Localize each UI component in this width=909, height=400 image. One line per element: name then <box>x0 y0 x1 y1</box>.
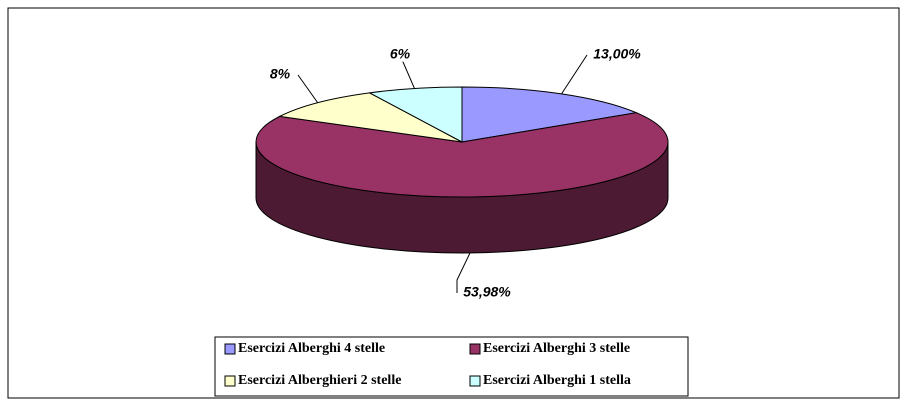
data-label: 53,98% <box>463 284 511 300</box>
label-bg <box>592 45 643 62</box>
legend-label: Esercizi Alberghi 1 stella <box>483 373 631 388</box>
legend-swatch <box>224 375 236 387</box>
leader-line <box>456 252 471 293</box>
legend-label: Esercizi Alberghi 3 stelle <box>483 341 630 356</box>
data-label: 6% <box>390 46 411 62</box>
legend-swatch <box>469 343 481 355</box>
data-label: 8% <box>270 66 291 82</box>
legend-swatch <box>224 343 236 355</box>
legend-label: Esercizi Alberghi 4 stelle <box>238 341 385 356</box>
legend-label: Esercizi Alberghieri 2 stelle <box>238 373 401 388</box>
slice <box>278 92 463 143</box>
data-label: 13,00% <box>593 46 641 62</box>
label-bg <box>388 45 412 62</box>
leader-line <box>561 54 588 95</box>
leader-line <box>297 74 319 104</box>
slice <box>367 86 463 143</box>
label-bg <box>268 65 292 82</box>
legend-swatch <box>469 375 481 387</box>
label-bg <box>462 283 513 300</box>
legend-box <box>214 336 689 397</box>
slice <box>255 112 669 198</box>
